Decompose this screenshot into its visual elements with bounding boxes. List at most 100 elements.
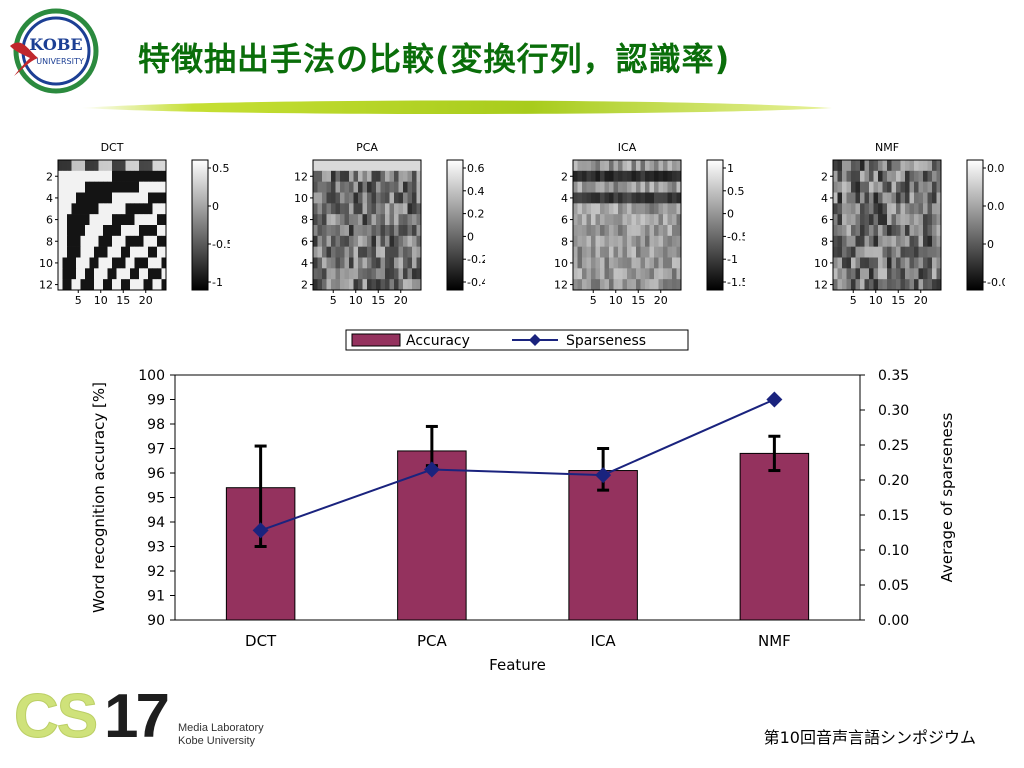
heatmap-cell bbox=[604, 279, 610, 291]
heatmap-cell bbox=[631, 181, 637, 193]
heatmap-cell bbox=[139, 279, 144, 291]
x-tick-label: 10 bbox=[94, 294, 108, 307]
heatmap-cell bbox=[676, 268, 682, 280]
heatmap-cell bbox=[335, 214, 341, 226]
heatmap-cell bbox=[833, 192, 838, 204]
heatmap-cell bbox=[89, 181, 95, 193]
heatmap-cell bbox=[331, 203, 336, 215]
heatmap-cell bbox=[873, 181, 879, 193]
heatmap-cell bbox=[398, 181, 404, 193]
heatmap-cell bbox=[855, 214, 861, 226]
heatmap-cell bbox=[595, 192, 601, 204]
y-tick-label: 6 bbox=[301, 235, 308, 248]
heatmap-cell bbox=[349, 214, 354, 226]
title-underline-swoosh bbox=[80, 100, 832, 114]
heatmap-cell bbox=[672, 160, 677, 172]
heatmap-cell bbox=[313, 160, 318, 172]
heatmap-cell bbox=[582, 203, 587, 215]
heatmap-cell bbox=[340, 225, 345, 237]
heatmap-cell bbox=[586, 225, 592, 237]
heatmap-cell bbox=[860, 160, 865, 172]
heatmap-cell bbox=[121, 203, 126, 215]
heatmap-cell bbox=[860, 203, 865, 215]
heatmap-cell bbox=[385, 225, 390, 237]
heatmap-cell bbox=[618, 268, 623, 280]
heatmap-cell bbox=[67, 246, 72, 258]
colorbar-tick-label: -1.5 bbox=[727, 276, 745, 289]
heatmap-cell bbox=[645, 246, 650, 258]
heatmap-cell bbox=[130, 235, 135, 247]
heatmap-cell bbox=[371, 268, 377, 280]
heatmap-cell bbox=[389, 225, 395, 237]
heatmap-cell bbox=[112, 203, 117, 215]
heatmap-cell bbox=[891, 246, 897, 258]
heatmap-cell bbox=[622, 235, 628, 247]
heatmap-cell bbox=[860, 235, 865, 247]
heatmap-cell bbox=[649, 203, 655, 215]
heatmap-cell bbox=[76, 257, 81, 269]
heatmap-cell bbox=[586, 192, 592, 204]
heatmap-cell bbox=[869, 214, 874, 226]
heatmap-cell bbox=[80, 170, 86, 182]
heatmap-cell bbox=[130, 268, 135, 280]
heatmap-cell bbox=[362, 279, 368, 291]
heatmap-cell bbox=[896, 246, 901, 258]
heatmap-cell bbox=[317, 235, 323, 247]
heatmap-cell bbox=[416, 268, 422, 280]
heatmap-cell bbox=[403, 279, 408, 291]
heatmap-cell bbox=[340, 192, 345, 204]
heatmap-cell bbox=[116, 257, 122, 269]
y-left-tick-label: 94 bbox=[147, 515, 165, 531]
heatmap-cell bbox=[353, 181, 359, 193]
heatmap-cell bbox=[385, 214, 390, 226]
heatmap-cell bbox=[582, 246, 587, 258]
heatmap-cell bbox=[882, 170, 888, 182]
heatmap-cell bbox=[649, 268, 655, 280]
heatmap-cell bbox=[896, 225, 901, 237]
heatmap-cell bbox=[909, 160, 915, 172]
heatmap-cell bbox=[927, 160, 933, 172]
heatmap-cell bbox=[600, 181, 605, 193]
heatmap-cell bbox=[362, 235, 368, 247]
heatmap-cell bbox=[595, 170, 601, 182]
heatmap-title: DCT bbox=[101, 141, 124, 154]
heatmap-cell bbox=[936, 160, 942, 172]
heatmap-cell bbox=[362, 170, 368, 182]
x-tick-label: 15 bbox=[891, 294, 905, 307]
heatmap-cell bbox=[362, 225, 368, 237]
heatmap-cell bbox=[416, 203, 422, 215]
heatmap-cell bbox=[139, 160, 144, 172]
x-tick-label: 20 bbox=[394, 294, 408, 307]
heatmap-cell bbox=[923, 160, 928, 172]
heatmap-cell bbox=[837, 246, 843, 258]
x-tick-label: 20 bbox=[654, 294, 668, 307]
heatmap-cell bbox=[837, 160, 843, 172]
heatmap-cell bbox=[604, 160, 610, 172]
heatmap-cell bbox=[882, 279, 888, 291]
heatmap-cell bbox=[344, 160, 350, 172]
heatmap-cell bbox=[609, 268, 614, 280]
x-tick-label: 10 bbox=[609, 294, 623, 307]
heatmap-cell bbox=[676, 192, 682, 204]
heatmap-cell bbox=[676, 246, 682, 258]
heatmap-cell bbox=[107, 181, 113, 193]
heatmap-cell bbox=[591, 279, 596, 291]
heatmap-cell bbox=[873, 203, 879, 215]
heatmap-cell bbox=[873, 257, 879, 269]
heatmap-cell bbox=[344, 170, 350, 182]
heatmap-cell bbox=[58, 279, 63, 291]
heatmap-cell bbox=[326, 279, 332, 291]
heatmap-cell bbox=[76, 192, 81, 204]
heatmap-cell bbox=[882, 160, 888, 172]
heatmap-cells bbox=[58, 160, 167, 291]
heatmap-cell bbox=[649, 214, 655, 226]
heatmap-cell bbox=[595, 235, 601, 247]
heatmap-cell bbox=[604, 225, 610, 237]
heatmap-cell bbox=[640, 160, 646, 172]
heatmap-cell bbox=[394, 160, 399, 172]
heatmap-cell bbox=[918, 214, 924, 226]
heatmap-cell bbox=[645, 268, 650, 280]
heatmap-cell bbox=[353, 170, 359, 182]
heatmap-cell bbox=[577, 181, 583, 193]
heatmap-cell bbox=[649, 235, 655, 247]
